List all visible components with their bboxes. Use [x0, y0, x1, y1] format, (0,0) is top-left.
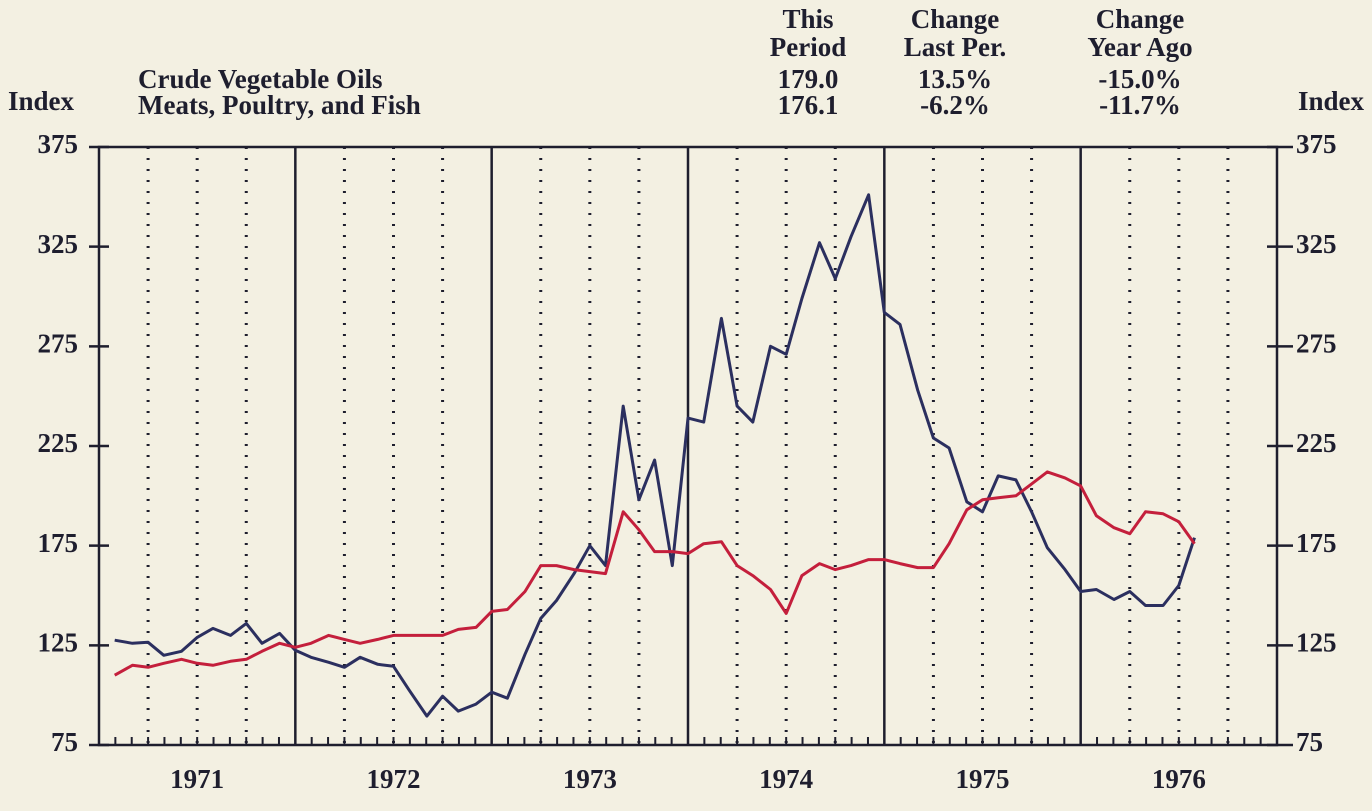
- y-tick-label: 75: [51, 727, 78, 757]
- column-header: Change: [911, 4, 1000, 34]
- column-header: Year Ago: [1087, 32, 1192, 62]
- x-tick-label: 1972: [367, 764, 421, 794]
- legend-label: Meats, Poultry, and Fish: [138, 90, 421, 120]
- x-tick-label: 1976: [1152, 764, 1206, 794]
- table-value: 13.5%: [918, 64, 992, 94]
- y-tick-label: 375: [38, 129, 79, 159]
- x-tick-label: 1971: [170, 764, 224, 794]
- y2-tick-label: 75: [1296, 727, 1323, 757]
- table-value: 176.1: [778, 90, 839, 120]
- column-header: Last Per.: [904, 32, 1007, 62]
- legend-label: Crude Vegetable Oils: [138, 64, 383, 94]
- y2-tick-label: 125: [1296, 628, 1337, 658]
- y-tick-label: 225: [38, 428, 79, 458]
- y-tick-label: 275: [38, 329, 79, 359]
- y2-tick-label: 275: [1296, 329, 1337, 359]
- column-header: This: [782, 4, 833, 34]
- y-axis-label: Index: [8, 86, 75, 116]
- y-tick-label: 175: [38, 528, 79, 558]
- table-value: -6.2%: [920, 90, 990, 120]
- x-tick-label: 1975: [956, 764, 1010, 794]
- y2-tick-label: 225: [1296, 428, 1337, 458]
- table-value: -15.0%: [1098, 64, 1181, 94]
- x-tick-label: 1974: [759, 764, 813, 794]
- y2-tick-label: 325: [1296, 229, 1337, 259]
- y-tick-label: 125: [38, 628, 79, 658]
- y-tick-label: 325: [38, 229, 79, 259]
- column-header: Change: [1096, 4, 1185, 34]
- column-header: Period: [770, 32, 846, 62]
- x-tick-label: 1973: [563, 764, 617, 794]
- y2-tick-label: 375: [1296, 129, 1337, 159]
- series-line: [113, 470, 1196, 677]
- table-value: 179.0: [778, 64, 839, 94]
- series-line: [114, 193, 1196, 718]
- table-value: -11.7%: [1099, 90, 1181, 120]
- y2-axis-label: Index: [1298, 86, 1365, 116]
- y2-tick-label: 175: [1296, 528, 1337, 558]
